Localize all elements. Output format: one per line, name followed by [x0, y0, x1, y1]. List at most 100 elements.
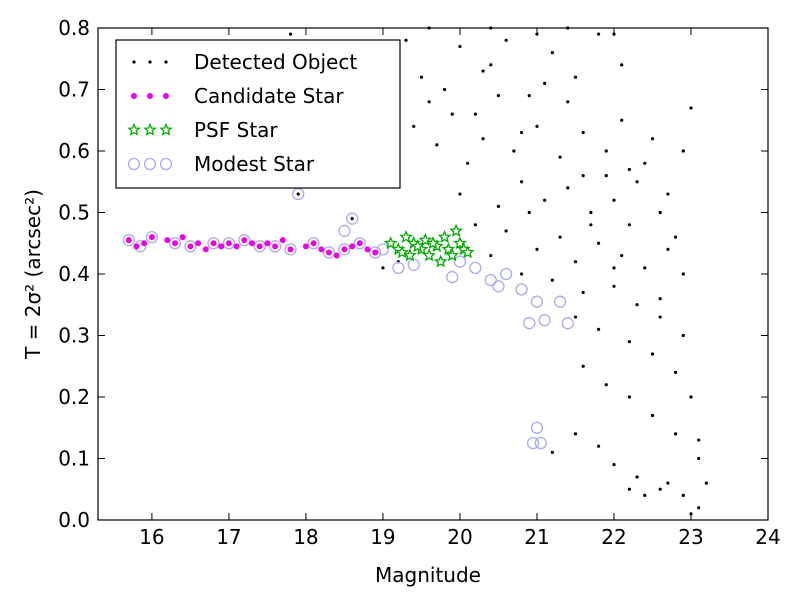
detected-object-point [527, 210, 531, 215]
candidate-star-point [133, 243, 140, 250]
x-tick-label: 16 [139, 525, 164, 549]
detected-object-point [566, 100, 570, 104]
detected-object-point [681, 149, 685, 153]
axes-layer: 16 17 18 19 20 21 22 23 24 0.0 0.1 0.2 0.3 0.4 0.5 0.6 0… [58, 16, 781, 549]
x-tick-label: 24 [755, 525, 780, 549]
detected-object-point [404, 38, 408, 42]
candidate-star-point [256, 243, 263, 250]
legend-marker-psf-star [127, 122, 141, 136]
detected-object-point [466, 161, 470, 165]
detected-object-point [681, 272, 685, 276]
modest-star-point [122, 234, 135, 247]
detected-object-point [581, 174, 585, 178]
detected-object-point [512, 149, 516, 153]
detected-object-point [666, 481, 670, 485]
psf-star-point [460, 245, 475, 259]
modest-star-point [526, 436, 540, 450]
x-tick-label: 19 [370, 525, 395, 549]
modest-star-point [145, 230, 159, 244]
y-tick-label: 0.0 [58, 508, 90, 532]
legend-marker-psf-star [143, 122, 157, 136]
legend-marker-detected-object [132, 60, 136, 64]
detected-object-point [581, 290, 585, 295]
detected-object-point [550, 51, 554, 55]
detected-object-point [381, 266, 385, 270]
detected-object-point [612, 198, 616, 202]
legend-label-candidate-star: Candidate Star [194, 84, 344, 108]
candidate-star-point [264, 240, 271, 247]
modest-star-point [284, 243, 297, 256]
detected-object-point [604, 383, 608, 387]
legend-marker-detected-object [148, 60, 152, 64]
detected-object-point [589, 210, 593, 215]
detected-object-point [350, 217, 354, 221]
detected-object-point [558, 235, 562, 239]
candidate-star-point [225, 240, 232, 247]
detected-object-point [543, 81, 547, 85]
legend-label-detected-object: Detected Object [194, 50, 357, 74]
detected-object-point [681, 333, 685, 338]
modest-star-point [530, 295, 544, 308]
candidate-star-point [218, 243, 225, 250]
detected-object-point [543, 198, 547, 202]
candidate-star-point [148, 234, 155, 241]
x-axis-label: Magnitude [375, 563, 481, 587]
modest-star-point [469, 261, 482, 275]
legend-marker-modest-star [127, 157, 141, 171]
detected-object-point [697, 506, 701, 510]
detected-object-point [635, 475, 639, 479]
modest-star-point [322, 246, 336, 259]
candidate-star-point [341, 246, 348, 253]
y-tick-label: 0.6 [58, 139, 90, 163]
detected-object-point [496, 94, 501, 98]
detected-object-point [697, 456, 701, 461]
modest-star-point [523, 317, 536, 330]
detected-object-point [581, 130, 585, 135]
detected-object-point [596, 444, 601, 448]
detected-object-point [504, 229, 508, 233]
y-tick-label: 0.3 [58, 324, 90, 348]
detected-object-point [504, 38, 508, 42]
modest-star-point [538, 313, 551, 327]
modest-star-point [553, 295, 567, 308]
candidate-star-point [333, 252, 340, 259]
detected-object-point [627, 487, 631, 491]
detected-object-point [604, 149, 608, 153]
legend-marker-candidate-star [162, 93, 169, 100]
detected-object-point [450, 112, 454, 116]
detected-object-point [550, 278, 554, 282]
detected-object-point [604, 174, 608, 178]
legend-marker-candidate-star [130, 93, 137, 100]
detected-object-point [627, 395, 631, 399]
detected-object-point [296, 192, 300, 196]
detected-object-point [635, 303, 639, 307]
legend-marker-candidate-star [146, 93, 153, 100]
points-layer [122, 26, 708, 516]
detected-object-point [620, 63, 624, 67]
detected-object-point [496, 204, 501, 208]
modest-star-point [184, 240, 197, 253]
detected-object-point [658, 297, 662, 301]
candidate-star-point [202, 246, 209, 253]
modest-star-point [492, 280, 505, 293]
psf-star-point [426, 236, 440, 250]
candidate-star-point [179, 234, 186, 241]
modest-star-point [484, 273, 497, 287]
candidate-star-point [172, 240, 179, 247]
detected-object-point [658, 487, 662, 491]
detected-object-point [573, 75, 578, 79]
modest-star-point [453, 255, 467, 268]
modest-star-point [338, 224, 351, 238]
y-tick-label: 0.1 [58, 447, 90, 471]
detected-object-point [581, 364, 585, 368]
detected-object-point [519, 180, 524, 184]
candidate-star-point [141, 240, 148, 247]
detected-object-point [458, 192, 462, 196]
candidate-star-point [210, 240, 217, 247]
candidate-star-point [372, 249, 379, 256]
y-tick-label: 0.8 [58, 16, 90, 40]
detected-object-point [535, 247, 539, 251]
legend-marker-psf-star [159, 122, 173, 136]
detected-object-point [596, 327, 601, 331]
detected-object-point [535, 124, 539, 128]
